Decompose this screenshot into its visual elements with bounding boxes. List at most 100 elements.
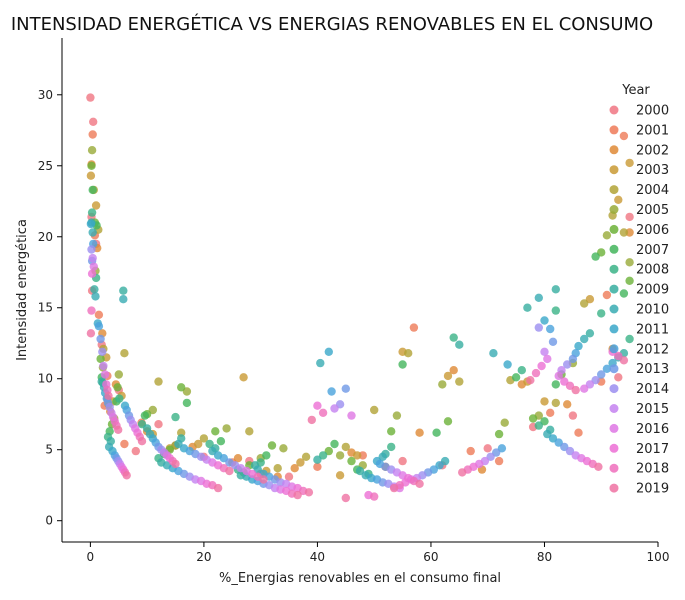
point-2008-19	[534, 421, 543, 430]
point-2001-7	[313, 462, 322, 471]
point-2015-14	[585, 380, 595, 389]
point-2000-0	[86, 93, 95, 102]
point-2002-10	[449, 366, 458, 375]
legend-label-2010: 2010	[636, 303, 669, 318]
x-tick-label-40: 40	[310, 550, 325, 564]
point-2006-18	[347, 456, 356, 466]
point-2006-7	[267, 441, 277, 450]
point-2018-18	[370, 492, 379, 501]
point-2019-15	[122, 471, 131, 480]
legend-marker-2015	[609, 404, 619, 413]
legend-label-2018: 2018	[636, 462, 669, 477]
point-2001-12	[619, 131, 629, 141]
point-2007-0	[88, 185, 97, 195]
point-2002-12	[563, 400, 572, 409]
point-2001-18	[574, 428, 583, 437]
point-2000-12	[568, 411, 578, 420]
point-2000-14	[625, 212, 634, 222]
point-2019-10	[389, 483, 399, 493]
point-2014-11	[486, 452, 495, 461]
point-2004-9	[404, 349, 413, 358]
y-axis-label: Intensidad energética	[15, 219, 30, 361]
point-2019-4	[171, 459, 180, 469]
legend-marker-2018	[609, 463, 619, 473]
point-2004-12	[580, 299, 589, 308]
point-2006-19	[528, 414, 538, 423]
point-2006-8	[324, 446, 333, 456]
point-2019-1	[104, 391, 113, 400]
point-2003-13	[614, 195, 623, 204]
point-2011-12	[540, 316, 549, 325]
point-2019-6	[259, 475, 268, 484]
legend-marker-2014	[609, 384, 619, 394]
point-2010-13	[580, 334, 589, 344]
legend-label-2014: 2014	[636, 382, 669, 397]
x-tick-label-0: 0	[87, 550, 95, 564]
point-2009-10	[455, 340, 464, 349]
point-2017-0	[87, 269, 97, 278]
point-2007-8	[330, 439, 339, 449]
point-2005-3	[114, 370, 124, 379]
legend-label-2009: 2009	[636, 283, 669, 298]
point-2019-16	[213, 483, 223, 493]
x-tick-label-20: 20	[196, 550, 211, 564]
point-2008-11	[517, 366, 526, 375]
legend-marker-2010	[609, 304, 619, 314]
point-2016-0	[89, 262, 99, 271]
chart-title: INTENSIDAD ENERGÉTICA VS ENERGIAS RENOVA…	[11, 13, 653, 35]
point-2008-6	[205, 439, 214, 449]
point-2011-10	[435, 461, 444, 470]
legend-label-2015: 2015	[636, 402, 669, 417]
legend-marker-2001	[609, 125, 619, 135]
point-2004-3	[120, 349, 129, 358]
legend-label-2012: 2012	[636, 342, 669, 357]
legend-label-2004: 2004	[636, 183, 669, 198]
point-2006-9	[387, 427, 396, 436]
point-2003-0	[86, 171, 96, 180]
point-2001-9	[466, 446, 475, 456]
legend-label-2005: 2005	[636, 203, 669, 218]
point-2008-10	[449, 333, 458, 342]
point-2009-3	[119, 286, 128, 295]
point-2005-10	[438, 380, 447, 389]
point-2013-1	[96, 334, 105, 344]
point-2010-12	[534, 293, 543, 302]
point-2012-8	[327, 387, 336, 396]
point-2015-0	[88, 253, 97, 263]
point-2013-13	[568, 354, 578, 364]
point-2005-7	[279, 444, 288, 453]
point-2018-13	[565, 381, 575, 390]
point-2008-9	[387, 442, 396, 452]
y-tick-label-10: 10	[38, 372, 53, 386]
point-2007-12	[551, 380, 560, 389]
y-tick-label-20: 20	[38, 230, 53, 244]
legend-label-2019: 2019	[636, 482, 669, 497]
point-2005-14	[625, 258, 634, 267]
point-2007-4	[140, 411, 150, 420]
point-2018-12	[531, 368, 541, 378]
point-2010-3	[119, 295, 128, 304]
point-2007-6	[216, 437, 226, 446]
point-2003-19	[540, 397, 549, 406]
y-tick-label-30: 30	[38, 88, 53, 102]
point-2007-14	[619, 289, 629, 298]
point-2012-1	[94, 322, 104, 331]
legend-marker-2008	[609, 264, 619, 274]
point-2005-8	[335, 451, 345, 460]
x-tick-label-80: 80	[537, 550, 552, 564]
point-2019-12	[526, 376, 535, 385]
point-2000-7	[154, 420, 163, 429]
legend-marker-2000	[609, 105, 619, 115]
point-2000-13	[614, 373, 623, 382]
points-layer	[86, 93, 634, 503]
point-2000-1	[89, 117, 98, 127]
legend-label-2002: 2002	[636, 143, 669, 158]
point-2001-10	[546, 408, 555, 417]
point-2009-11	[523, 303, 532, 312]
point-2002-7	[290, 464, 299, 473]
point-2016-14	[580, 384, 589, 393]
point-2007-11	[511, 373, 521, 382]
legend-label-2008: 2008	[636, 263, 669, 278]
point-2004-5	[199, 434, 209, 443]
point-2006-6	[211, 427, 220, 436]
